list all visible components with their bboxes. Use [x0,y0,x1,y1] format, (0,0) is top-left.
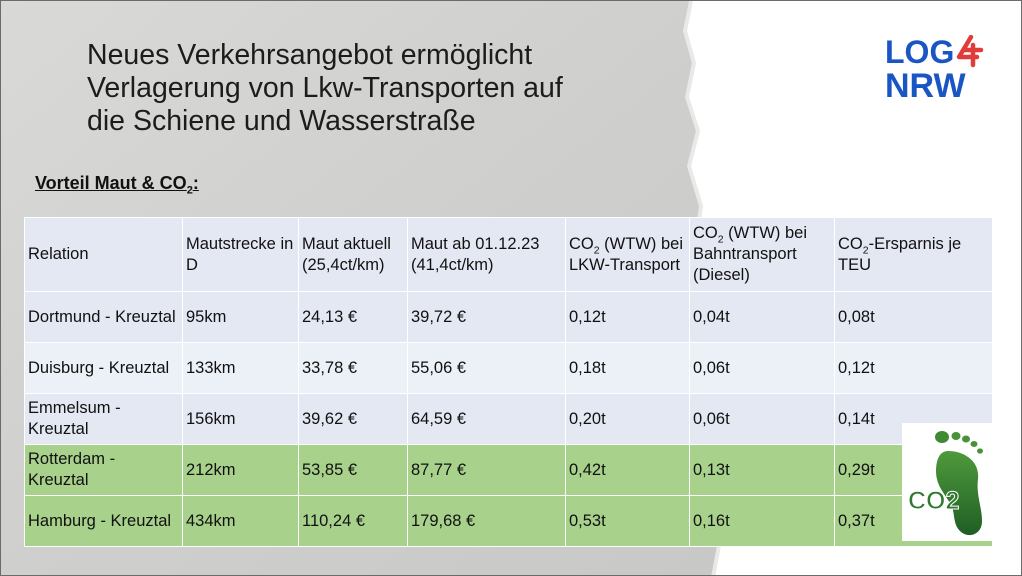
cell-strecke: 156km [182,393,299,445]
header-co2-bahn-pre: CO [693,224,718,242]
table-row: Duisburg - Kreuztal 133km 33,78 € 55,06 … [24,342,993,394]
cell-relation: Dortmund - Kreuztal [24,291,183,343]
cell-maut-aktuell: 33,78 € [298,342,408,394]
section-heading-sub: 2 [186,184,193,197]
header-co2-ersparnis-pre: CO [838,234,863,253]
section-heading: Vorteil Maut & CO2: [35,173,199,197]
header-co2-ersparnis: CO2-Ersparnis je TEU [834,217,993,292]
cell-ersparnis: 0,12t [834,342,993,394]
footprint-toe-big [935,431,949,443]
section-heading-text: Vorteil Maut & CO [35,173,187,193]
footprint-toe [962,435,970,443]
cell-co2-bahn: 0,06t [689,342,835,394]
co2-label: CO2 [908,487,959,515]
header-co2-lkw-sub: 2 [593,243,600,256]
slide-title: Neues Verkehrsangebot ermöglicht Verlage… [87,39,687,138]
cell-co2-lkw: 0,42t [565,444,690,496]
cell-maut-ab: 179,68 € [407,495,566,547]
logo-four-mark [956,35,984,68]
co2-footprint-icon: CO2 [902,423,998,541]
header-maut-aktuell: Maut aktuell (25,4ct/km) [298,217,408,292]
cell-ersparnis: 0,08t [834,291,993,343]
footprint-sole [936,451,982,536]
cell-co2-bahn: 0,13t [689,444,835,496]
cell-maut-ab: 39,72 € [407,291,566,343]
section-heading-colon: : [192,173,199,193]
cell-relation: Emmelsum - Kreuztal [24,393,183,445]
cell-strecke: 95km [182,291,299,343]
cell-co2-bahn: 0,04t [689,291,835,343]
cell-maut-aktuell: 24,13 € [298,291,408,343]
table-row: Dortmund - Kreuztal 95km 24,13 € 39,72 €… [24,291,993,343]
header-co2-lkw: CO2 (WTW) bei LKW-Transport [565,217,690,292]
footprint-toe [951,432,961,440]
cell-co2-bahn: 0,06t [689,393,835,445]
cell-strecke: 133km [182,342,299,394]
header-co2-bahn-sub: 2 [717,233,724,246]
log4-logo: LOG NRW [885,35,984,101]
cell-co2-lkw: 0,53t [565,495,690,547]
header-maut-ab: Maut ab 01.12.23 (41,4ct/km) [407,217,566,292]
footprint-toe [977,448,983,454]
cell-maut-ab: 87,77 € [407,444,566,496]
title-line-1: Neues Verkehrsangebot ermöglicht [87,39,533,71]
cell-strecke: 434km [182,495,299,547]
cell-strecke: 212km [182,444,299,496]
cell-maut-aktuell: 39,62 € [298,393,408,445]
table-row: Emmelsum - Kreuztal 156km 39,62 € 64,59 … [24,393,993,445]
cell-relation: Hamburg - Kreuztal [24,495,183,547]
cell-relation: Duisburg - Kreuztal [24,342,183,394]
header-mautstrecke: Mautstrecke in D [182,217,299,292]
header-relation: Relation [24,217,183,292]
cell-co2-bahn: 0,16t [689,495,835,547]
cell-maut-aktuell: 110,24 € [298,495,408,547]
header-co2-lkw-pre: CO [569,234,594,253]
footprint-toe [970,441,978,447]
table-row-highlighted: Rotterdam - Kreuztal 212km 53,85 € 87,77… [24,444,993,496]
cell-maut-ab: 55,06 € [407,342,566,394]
cell-co2-lkw: 0,20t [565,393,690,445]
cell-maut-aktuell: 53,85 € [298,444,408,496]
header-co2-bahn: CO2 (WTW) bei Bahntransport (Diesel) [689,217,835,292]
header-co2-ersparnis-post: -Ersparnis je TEU [838,234,962,274]
cell-co2-lkw: 0,12t [565,291,690,343]
header-co2-lkw-post: (WTW) bei LKW-Transport [569,234,683,274]
logo-line-nrw: NRW [885,67,966,101]
cell-co2-lkw: 0,18t [565,342,690,394]
logo-line-log: LOG [885,35,954,70]
header-co2-ersparnis-sub: 2 [862,243,869,256]
relations-table: Relation Mautstrecke in D Maut aktuell (… [24,217,993,547]
cell-maut-ab: 64,59 € [407,393,566,445]
table-header-row: Relation Mautstrecke in D Maut aktuell (… [24,217,993,292]
title-line-2: Verlagerung von Lkw-Transporten auf [87,72,563,104]
cell-relation: Rotterdam - Kreuztal [24,444,183,496]
title-line-3: die Schiene und Wasserstraße [87,105,476,137]
table-row-highlighted: Hamburg - Kreuztal 434km 110,24 € 179,68… [24,495,993,547]
header-co2-bahn-post: (WTW) bei Bahntransport (Diesel) [693,224,807,284]
